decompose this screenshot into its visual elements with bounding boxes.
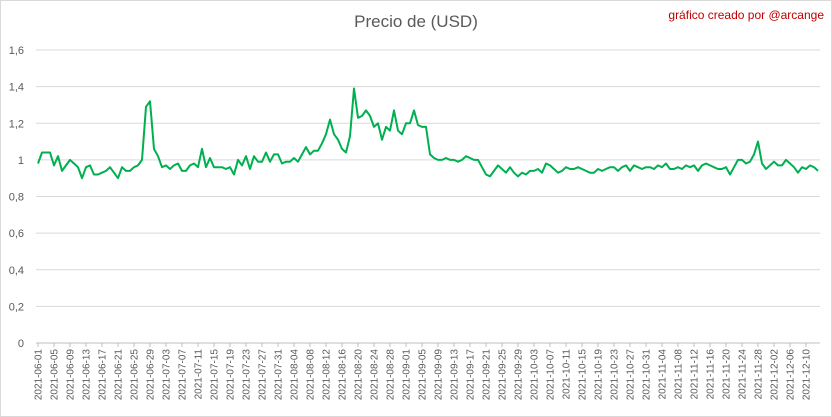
x-tick-label: 2021-07-31 xyxy=(274,349,285,401)
x-tick-label: 2021-12-10 xyxy=(802,349,813,401)
y-tick-label: 0,8 xyxy=(9,192,24,204)
x-tick-label: 2021-09-13 xyxy=(450,349,461,401)
x-tick-label: 2021-08-20 xyxy=(354,349,365,401)
x-tick-label: 2021-07-11 xyxy=(194,349,205,400)
x-tick-label: 2021-10-27 xyxy=(626,349,637,401)
y-tick-label: 0,2 xyxy=(9,301,24,313)
x-tick-label: 2021-09-09 xyxy=(434,349,445,401)
x-tick-label: 2021-08-24 xyxy=(370,349,381,401)
chart-title: Precio de (USD) xyxy=(354,12,478,31)
x-tick-label: 2021-08-08 xyxy=(306,349,317,401)
x-tick-label: 2021-10-11 xyxy=(562,349,573,400)
x-tick-label: 2021-09-21 xyxy=(482,349,493,401)
x-tick-label: 2021-07-19 xyxy=(226,349,237,401)
x-tick-label: 2021-10-15 xyxy=(578,349,589,401)
x-tick-label: 2021-10-07 xyxy=(546,349,557,401)
x-tick-label: 2021-08-28 xyxy=(386,349,397,401)
x-tick-label: 2021-10-23 xyxy=(610,349,621,401)
x-tick-label: 2021-11-08 xyxy=(674,349,685,400)
x-tick-label: 2021-06-13 xyxy=(82,349,93,401)
price-series xyxy=(37,87,819,180)
x-tick-label: 2021-12-06 xyxy=(786,349,797,401)
x-tick-label: 2021-11-24 xyxy=(738,349,749,400)
x-tick-label: 2021-06-09 xyxy=(66,349,77,401)
x-tick-label: 2021-09-25 xyxy=(498,349,509,401)
x-tick-label: 2021-08-16 xyxy=(338,349,349,401)
x-tick-label: 2021-09-29 xyxy=(514,349,525,401)
x-tick-label: 2021-09-01 xyxy=(402,349,413,401)
x-tick-label: 2021-07-07 xyxy=(178,349,189,401)
x-tick-label: 2021-09-05 xyxy=(418,349,429,401)
x-axis: 2021-06-01 2021-06-05 2021-06-09 2021-06-13… xyxy=(34,343,813,400)
x-tick-label: 2021-11-20 xyxy=(722,349,733,400)
x-tick-label: 2021-11-28 xyxy=(754,349,765,400)
x-tick-label: 2021-10-31 xyxy=(642,349,653,401)
x-tick-label: 2021-10-03 xyxy=(530,349,541,401)
x-tick-label: 2021-07-15 xyxy=(210,349,221,401)
x-tick-label: 2021-10-19 xyxy=(594,349,605,401)
series-line xyxy=(37,87,819,180)
x-tick-label: 2021-07-03 xyxy=(162,349,173,401)
x-tick-label: 2021-06-17 xyxy=(98,349,109,401)
x-tick-label: 2021-11-12 xyxy=(690,349,701,400)
y-tick-label: 0,4 xyxy=(9,265,24,277)
x-tick-label: 2021-11-04 xyxy=(658,349,669,400)
y-tick-label: 1,4 xyxy=(9,82,24,94)
x-tick-label: 2021-06-01 xyxy=(34,349,45,401)
gridlines xyxy=(36,49,820,344)
y-axis: 0 0,2 0,4 0,6 0,8 1 1,2 1,4 1,6 xyxy=(9,45,24,350)
x-tick-label: 2021-06-05 xyxy=(50,349,61,401)
x-tick-label: 2021-08-12 xyxy=(322,349,333,401)
x-tick-label: 2021-11-16 xyxy=(706,349,717,400)
x-tick-label: 2021-08-04 xyxy=(290,349,301,401)
x-tick-label: 2021-07-27 xyxy=(258,349,269,401)
x-tick-label: 2021-12-02 xyxy=(770,349,781,401)
x-tick-label: 2021-09-17 xyxy=(466,349,477,401)
chart-credit: gráfico creado por @arcange xyxy=(668,8,824,22)
x-tick-label: 2021-06-21 xyxy=(114,349,125,401)
x-tick-label: 2021-06-29 xyxy=(146,349,157,401)
x-tick-label: 2021-07-23 xyxy=(242,349,253,401)
x-tick-label: 2021-06-25 xyxy=(130,349,141,401)
y-tick-label: 1 xyxy=(18,155,24,167)
y-tick-label: 1,2 xyxy=(9,118,24,130)
y-tick-label: 1,6 xyxy=(9,45,24,57)
y-tick-label: 0 xyxy=(18,338,24,350)
y-tick-label: 0,6 xyxy=(9,228,24,240)
